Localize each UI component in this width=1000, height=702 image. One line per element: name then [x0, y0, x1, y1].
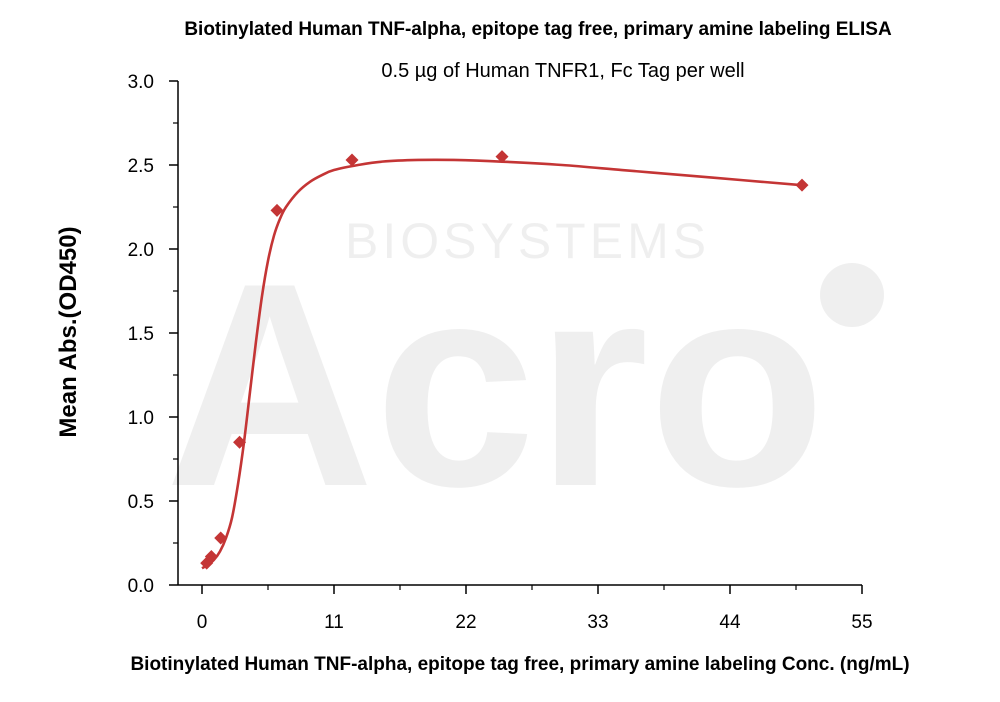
x-tick-label: 11 — [324, 612, 344, 633]
watermark-dot — [820, 263, 884, 327]
y-tick-label: 1.0 — [128, 408, 154, 429]
watermark-brand: Acro — [165, 223, 826, 547]
fit-curve-layer — [201, 158, 803, 570]
data-points-layer — [200, 150, 809, 570]
x-axis-ticks: 0 11 22 33 44 55 — [197, 585, 873, 633]
data-point — [495, 150, 509, 164]
watermark: Acro BIOSYSTEMS — [165, 213, 884, 547]
data-point — [795, 178, 809, 192]
y-tick-label: 0.0 — [128, 576, 154, 597]
data-point — [270, 203, 284, 217]
y-tick-label: 1.5 — [128, 324, 154, 345]
x-axis-title: Biotinylated Human TNF-alpha, epitope ta… — [130, 654, 909, 675]
y-axis-ticks: 0.0 0.5 1.0 1.5 2.0 2.5 3.0 — [128, 72, 178, 597]
chart-title: Biotinylated Human TNF-alpha, epitope ta… — [184, 19, 892, 40]
y-tick-label: 2.5 — [128, 156, 154, 177]
x-tick-label: 33 — [587, 612, 608, 633]
data-point — [204, 549, 218, 563]
fit-curve — [201, 158, 803, 570]
x-tick-label: 44 — [719, 612, 741, 633]
x-tick-label: 55 — [851, 612, 872, 633]
watermark-tagline: BIOSYSTEMS — [345, 213, 710, 269]
chart-subtitle: 0.5 µg of Human TNFR1, Fc Tag per well — [381, 60, 744, 82]
y-axis-title: Mean Abs.(OD450) — [55, 226, 82, 437]
data-point — [233, 435, 247, 449]
data-point — [214, 531, 228, 545]
data-point — [345, 153, 359, 167]
x-tick-label: 0 — [197, 612, 208, 633]
y-tick-label: 0.5 — [128, 492, 154, 513]
y-tick-label: 2.0 — [128, 240, 154, 261]
x-tick-label: 22 — [455, 612, 476, 633]
y-tick-label: 3.0 — [128, 72, 154, 93]
